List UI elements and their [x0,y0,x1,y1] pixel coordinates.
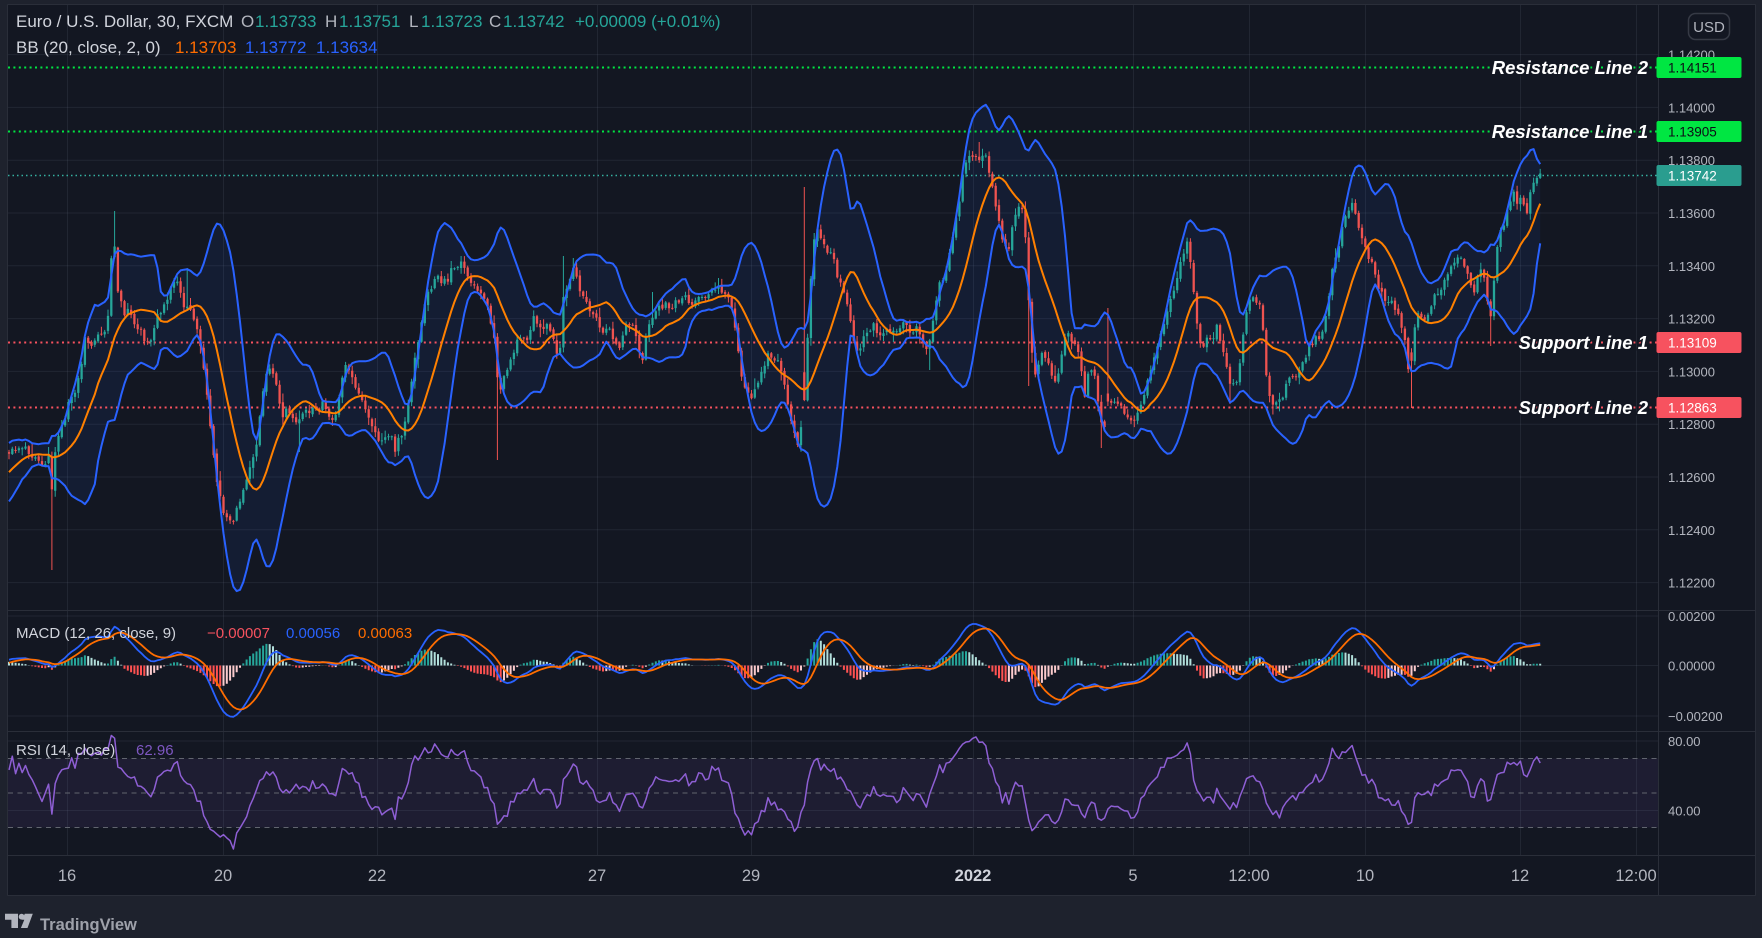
svg-text:1.13000: 1.13000 [1668,364,1715,379]
svg-text:Support Line 1: Support Line 1 [1519,332,1649,353]
svg-text:L: L [409,12,418,31]
svg-text:1.13600: 1.13600 [1668,206,1715,221]
svg-text:29: 29 [742,867,760,885]
svg-text:1.13723: 1.13723 [421,12,482,31]
svg-text:Euro / U.S. Dollar, 30, FXCM: Euro / U.S. Dollar, 30, FXCM [16,12,233,31]
svg-text:1.13800: 1.13800 [1668,153,1715,168]
svg-text:−0.00200: −0.00200 [1668,709,1723,724]
svg-text:USD: USD [1693,19,1725,36]
svg-text:1.12863: 1.12863 [1668,401,1717,416]
svg-text:62.96: 62.96 [136,742,174,759]
svg-text:1.13905: 1.13905 [1668,125,1717,140]
svg-text:22: 22 [368,867,386,885]
svg-text:1.13703: 1.13703 [175,38,236,57]
svg-text:20: 20 [214,867,232,885]
svg-text:1.13751: 1.13751 [339,12,400,31]
svg-text:Resistance Line 1: Resistance Line 1 [1492,121,1648,142]
svg-text:H: H [325,12,337,31]
svg-text:1.13400: 1.13400 [1668,259,1715,274]
svg-text:0.00000: 0.00000 [1668,659,1715,674]
svg-text:1.13634: 1.13634 [316,38,377,57]
svg-text:Resistance Line 2: Resistance Line 2 [1492,57,1649,78]
svg-text:1.13772: 1.13772 [245,38,306,57]
svg-text:+0.00009 (+0.01%): +0.00009 (+0.01%) [575,12,721,31]
svg-text:TradingView: TradingView [40,916,137,934]
svg-text:C: C [489,12,501,31]
svg-text:0.00200: 0.00200 [1668,609,1715,624]
svg-text:10: 10 [1356,867,1374,885]
svg-text:1.12200: 1.12200 [1668,576,1715,591]
svg-text:16: 16 [58,867,76,885]
svg-text:0.00056: 0.00056 [286,625,340,642]
svg-text:5: 5 [1128,867,1137,885]
svg-text:Support Line 2: Support Line 2 [1519,397,1649,418]
svg-text:1.14000: 1.14000 [1668,100,1715,115]
svg-text:1.13733: 1.13733 [255,12,316,31]
svg-text:0.00063: 0.00063 [358,625,412,642]
svg-text:−0.00007: −0.00007 [207,625,270,642]
svg-text:1.13200: 1.13200 [1668,312,1715,327]
svg-text:12: 12 [1511,867,1529,885]
svg-text:1.12800: 1.12800 [1668,417,1715,432]
svg-text:RSI (14, close): RSI (14, close) [16,742,115,759]
svg-text:BB (20, close, 2, 0): BB (20, close, 2, 0) [16,38,161,57]
svg-text:2022: 2022 [955,867,992,885]
svg-text:1.13742: 1.13742 [503,12,564,31]
svg-text:27: 27 [588,867,606,885]
svg-text:40.00: 40.00 [1668,804,1701,819]
svg-text:12:00: 12:00 [1615,867,1656,885]
svg-text:80.00: 80.00 [1668,734,1701,749]
svg-text:O: O [241,12,254,31]
svg-text:1.13109: 1.13109 [1668,336,1717,351]
svg-text:1.12600: 1.12600 [1668,470,1715,485]
svg-text:1.14151: 1.14151 [1668,61,1717,76]
svg-text:MACD (12, 26, close, 9): MACD (12, 26, close, 9) [16,625,176,642]
svg-text:12:00: 12:00 [1228,867,1269,885]
svg-text:1.12400: 1.12400 [1668,523,1715,538]
svg-text:1.13742: 1.13742 [1668,169,1717,184]
